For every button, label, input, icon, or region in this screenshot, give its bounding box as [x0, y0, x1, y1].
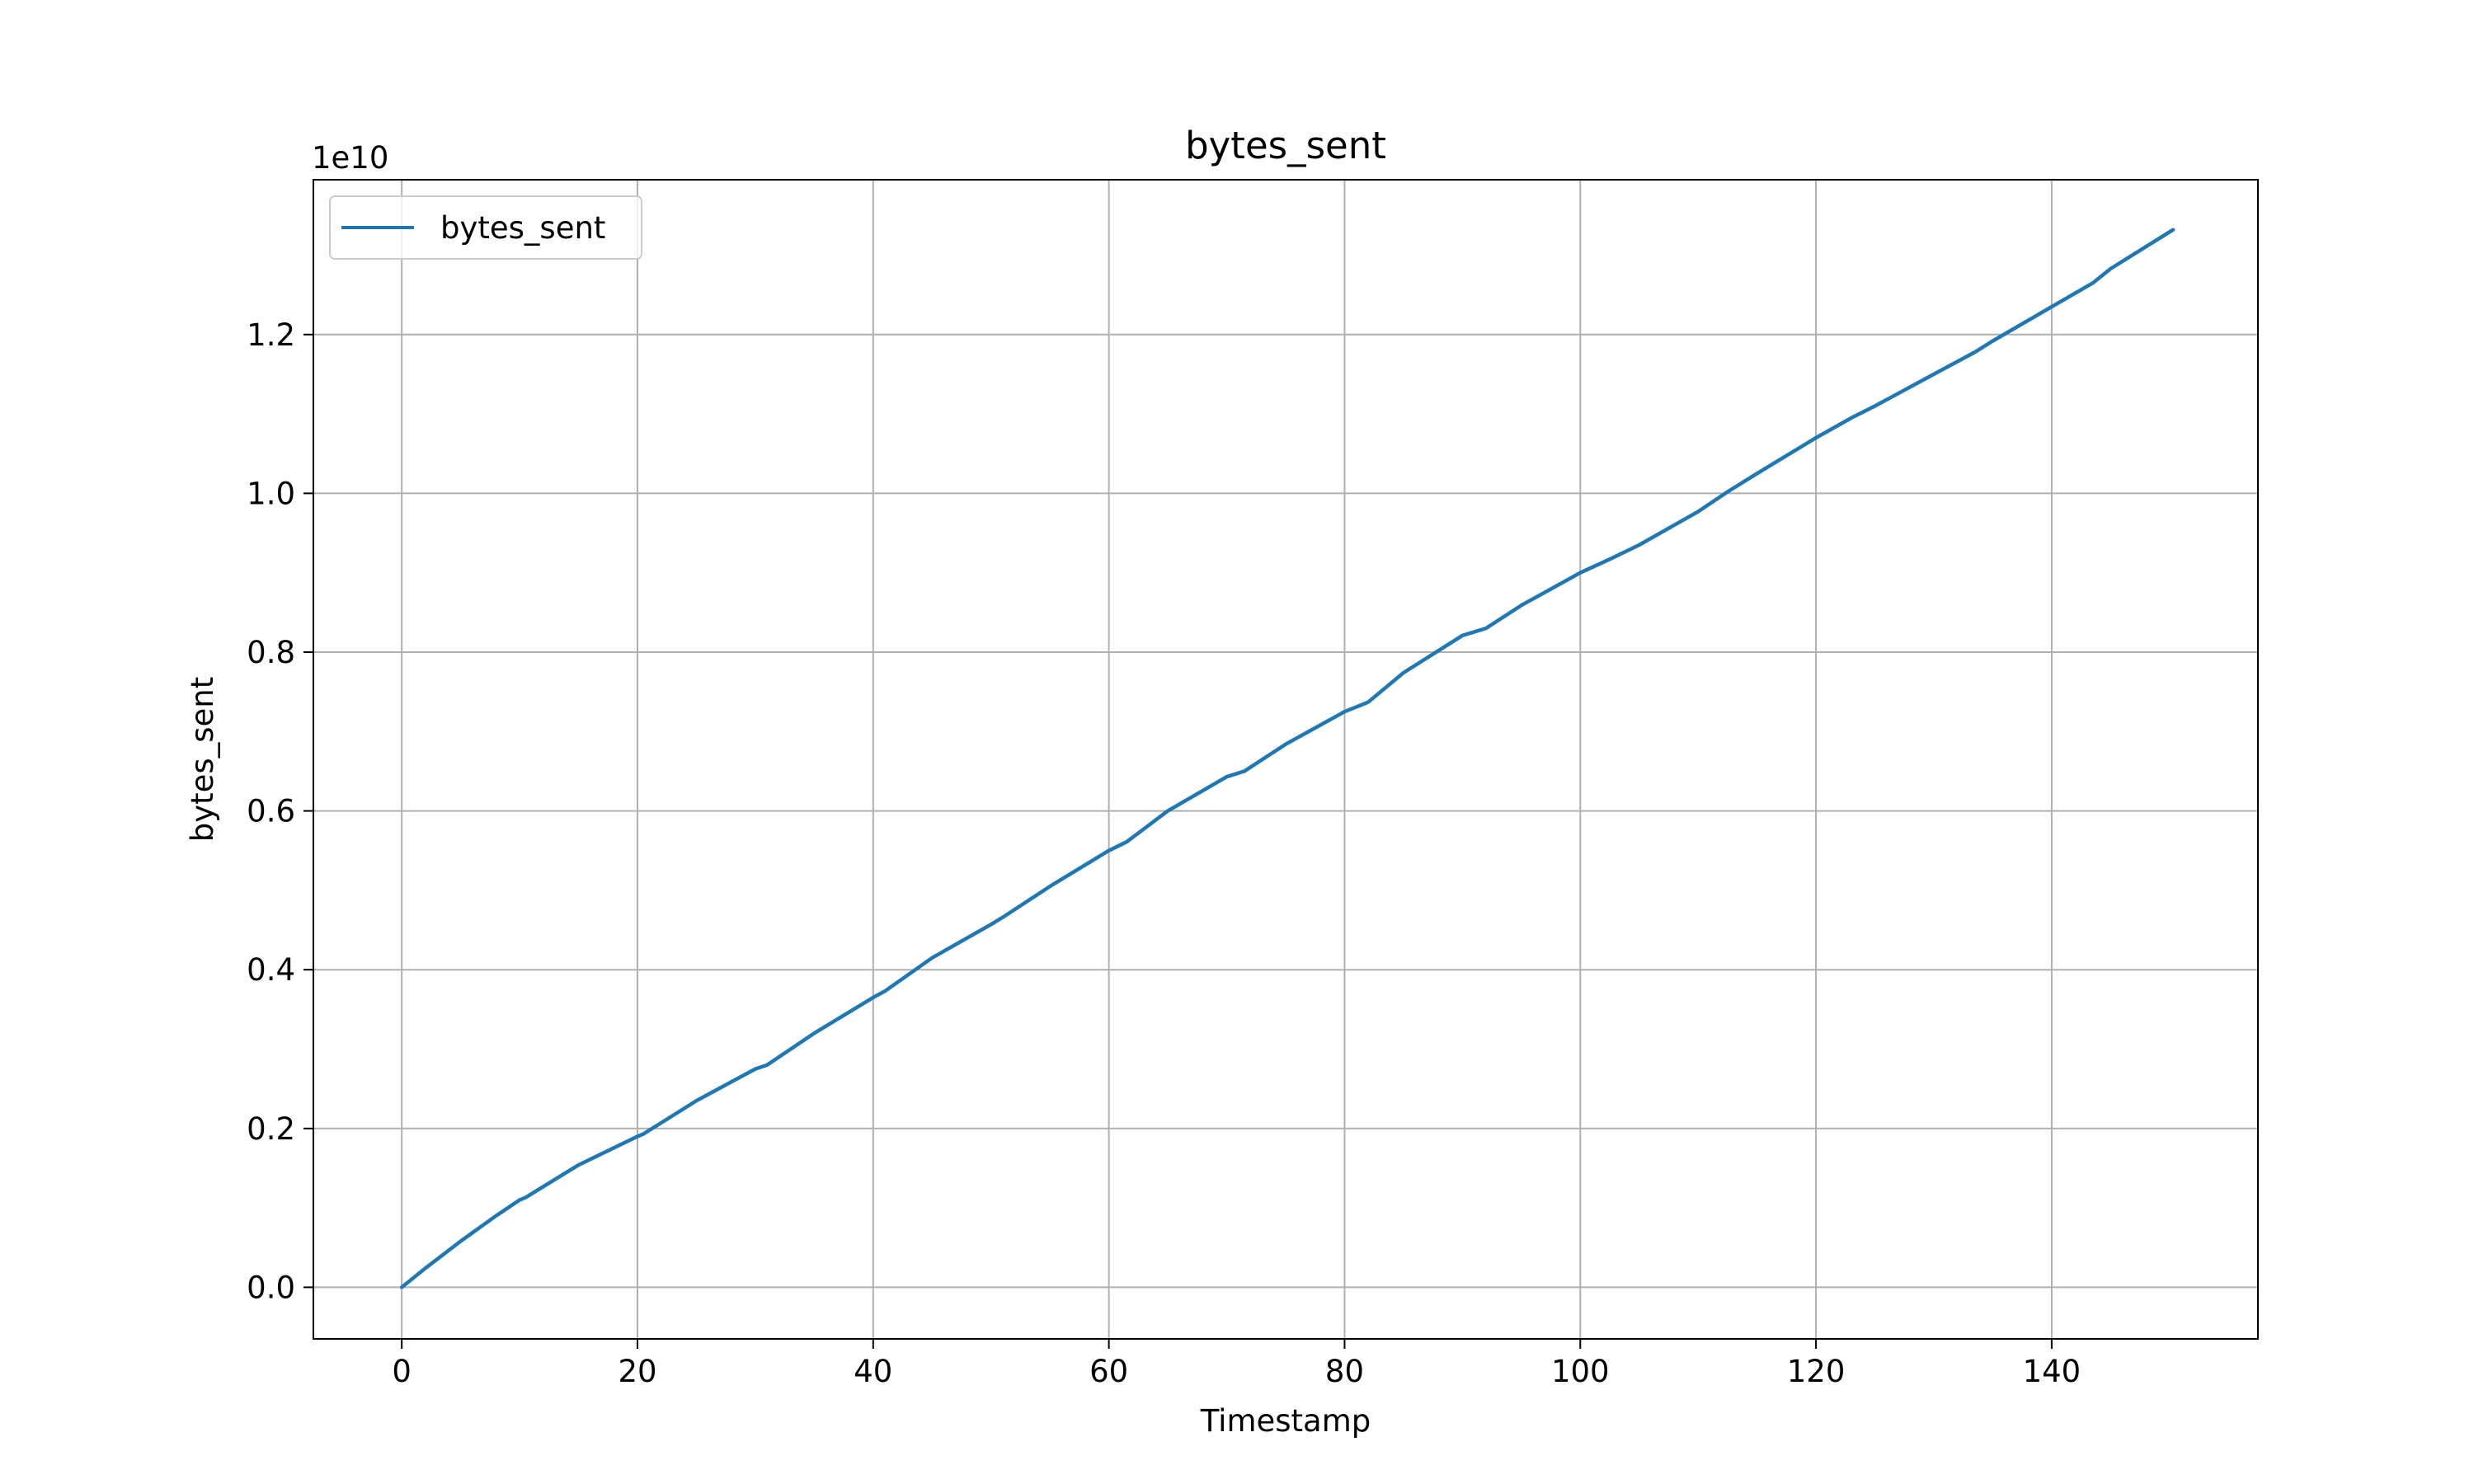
x-tick-label: 140 — [2023, 1354, 2081, 1389]
y-tick-label: 0.0 — [247, 1270, 295, 1305]
x-tick-label: 20 — [618, 1354, 656, 1389]
series-line-bytes_sent — [399, 228, 2175, 1289]
y-tick-label: 0.8 — [247, 635, 295, 670]
x-tick-label: 0 — [392, 1354, 412, 1389]
chart-title: bytes_sent — [1185, 124, 1386, 167]
axes-frame — [313, 179, 2259, 1340]
x-tick-label: 100 — [1551, 1354, 1610, 1389]
y-offset-label: 1e10 — [312, 140, 388, 176]
y-tick-label: 0.2 — [247, 1111, 295, 1147]
legend: bytes_sent — [329, 195, 642, 260]
y-axis-label: bytes_sent — [185, 677, 220, 842]
grid — [313, 180, 2258, 1339]
y-tick-label: 1.2 — [247, 317, 295, 353]
x-tick-label: 120 — [1787, 1354, 1846, 1389]
x-tick-label: 80 — [1325, 1354, 1364, 1389]
y-tick-label: 0.6 — [247, 794, 295, 829]
legend-label: bytes_sent — [440, 210, 605, 246]
x-tick-label: 60 — [1089, 1354, 1128, 1389]
y-tick-label: 0.4 — [247, 952, 295, 988]
legend-box — [329, 195, 642, 260]
y-tick-label: 1.0 — [247, 476, 295, 511]
plot-lines — [399, 228, 2175, 1289]
x-tick-label: 40 — [854, 1354, 892, 1389]
x-axis-label: Timestamp — [1200, 1403, 1371, 1439]
ticks: 0 20 40 60 80 100 120 140 0.0 0.2 0.4 0.6 0.8 1.0 1.2 — [247, 317, 2081, 1389]
